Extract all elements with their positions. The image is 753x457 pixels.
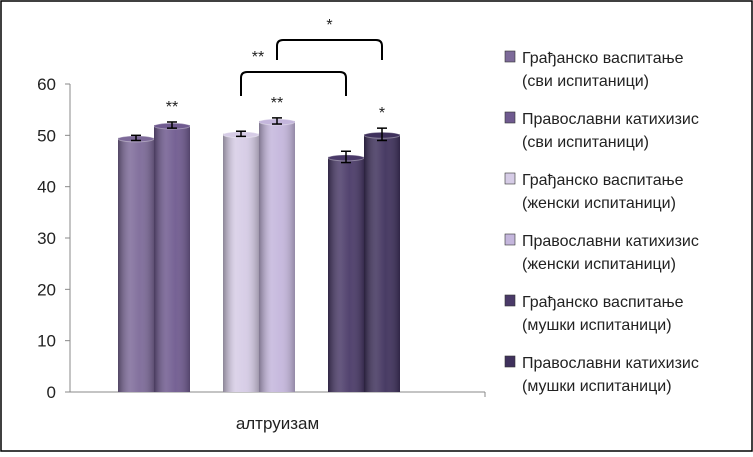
significance-label: ** [271, 95, 283, 112]
bracket-label: * [326, 17, 332, 34]
legend-label-line1: Грађанско васпитање [522, 172, 684, 189]
legend-label-line1: Православни катихизис [522, 355, 699, 372]
y-tick-label: 30 [37, 229, 56, 248]
significance-bracket [276, 39, 383, 60]
legend-label-line2: (мушки испитаници) [522, 378, 672, 395]
y-tick-label: 20 [37, 280, 56, 299]
x-category-label: алтруизам [236, 414, 319, 433]
legend-label-line2: (женски испитаници) [522, 256, 676, 273]
legend-label-line2: (сви испитаници) [522, 73, 649, 90]
significance-bracket [240, 71, 347, 96]
bar-shading [259, 120, 295, 393]
legend-label-line1: Грађанско васпитање [522, 294, 684, 311]
bar-shading [364, 134, 400, 392]
legend-swatch [504, 355, 516, 368]
legend-swatch [504, 233, 516, 246]
bar-shading [223, 133, 259, 392]
legend-swatch [504, 294, 516, 307]
legend-label-line2: (женски испитаници) [522, 195, 676, 212]
legend-label-line1: Грађанско васпитање [522, 50, 684, 67]
bar-shading [328, 156, 364, 392]
legend-swatch [504, 50, 516, 63]
significance-markers: ** ****** [166, 17, 385, 122]
y-tick-label: 50 [37, 126, 56, 145]
legend-swatch [504, 111, 516, 124]
legend-label-line2: (мушки испитаници) [522, 317, 672, 334]
significance-label: * [379, 105, 385, 122]
legend-label-line2: (сви испитаници) [522, 134, 649, 151]
y-tick-label: 0 [47, 383, 56, 402]
y-tick-label: 40 [37, 178, 56, 197]
significance-label: ** [166, 99, 178, 116]
y-tick-label: 10 [37, 332, 56, 351]
legend-label-line1: Православни катихизис [522, 111, 699, 128]
bar-shading [154, 125, 190, 393]
bars [117, 117, 401, 393]
legend-label-line1: Православни катихизис [522, 233, 699, 250]
legend: Грађанско васпитање (сви испитаници) Право… [504, 50, 699, 395]
legend-swatch [504, 172, 516, 185]
y-tick-label: 60 [37, 75, 56, 94]
bracket-label: ** [252, 49, 264, 66]
bar-shading [118, 137, 154, 392]
